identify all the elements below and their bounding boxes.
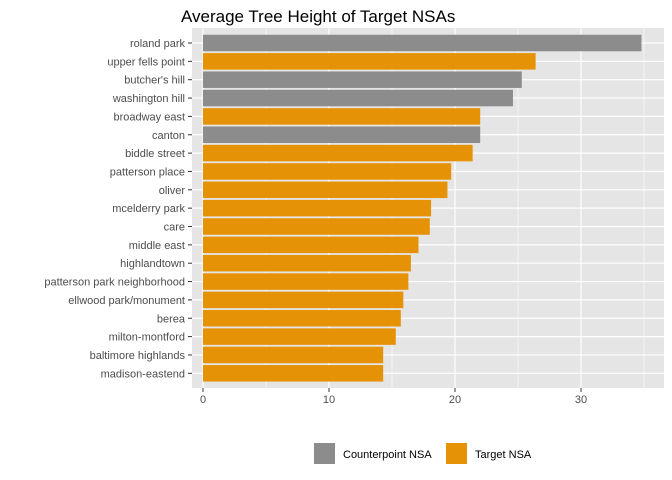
y-tick-label: mcelderry park [112, 203, 185, 215]
legend-swatch [446, 443, 467, 464]
y-tick-label: milton-montford [109, 332, 185, 344]
legend: Counterpoint NSA Target NSA [314, 443, 532, 464]
legend-label: Counterpoint NSA [343, 449, 432, 461]
bar [203, 346, 384, 364]
bar [203, 53, 536, 70]
y-tick-label: upper fells point [107, 56, 185, 68]
x-axis: 0 10 20 30 [200, 388, 587, 406]
bar [203, 181, 448, 199]
bar [203, 144, 473, 162]
y-axis: roland park upper fells point butcher's hi… [44, 38, 192, 380]
x-tick-label: 10 [323, 394, 335, 406]
bar [203, 273, 409, 290]
y-tick-label: oliver [159, 185, 186, 197]
y-tick-label: canton [152, 130, 185, 142]
bar [203, 163, 452, 180]
y-tick-label: ellwood park/monument [68, 295, 185, 307]
bar [203, 71, 522, 88]
bar [203, 365, 384, 382]
bar [203, 126, 481, 143]
y-tick-label: roland park [130, 38, 186, 50]
y-tick-label: middle east [129, 240, 185, 252]
bar [203, 199, 432, 217]
bar [203, 310, 401, 327]
y-tick-label: washington hill [112, 93, 185, 105]
bar [203, 34, 642, 52]
legend-swatch [314, 443, 335, 464]
y-tick-label: baltimore highlands [90, 350, 186, 362]
y-tick-label: butcher's hill [124, 75, 185, 87]
y-tick-label: highlandtown [120, 258, 185, 270]
y-tick-label: broadway east [113, 111, 185, 123]
bar [203, 291, 404, 309]
bar [203, 236, 419, 254]
y-tick-label: patterson place [110, 166, 185, 178]
legend-label: Target NSA [475, 449, 532, 461]
bars [203, 34, 642, 382]
x-tick-label: 30 [575, 394, 587, 406]
x-tick-label: 0 [200, 394, 206, 406]
bar [203, 254, 411, 272]
bar [203, 328, 396, 345]
bar [203, 218, 430, 235]
y-tick-label: madison-eastend [101, 368, 185, 380]
bar [203, 89, 513, 107]
y-tick-label: care [164, 222, 185, 234]
y-tick-label: berea [157, 313, 186, 325]
y-tick-label: biddle street [125, 148, 185, 160]
x-tick-label: 20 [449, 394, 461, 406]
chart-title: Average Tree Height of Target NSAs [181, 7, 455, 26]
bar [203, 108, 481, 125]
y-tick-label: patterson park neighborhood [44, 277, 185, 289]
